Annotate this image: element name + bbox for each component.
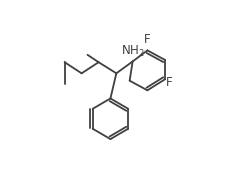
Text: NH$_2$: NH$_2$: [120, 44, 144, 59]
Text: F: F: [144, 33, 150, 46]
Text: F: F: [165, 76, 172, 89]
